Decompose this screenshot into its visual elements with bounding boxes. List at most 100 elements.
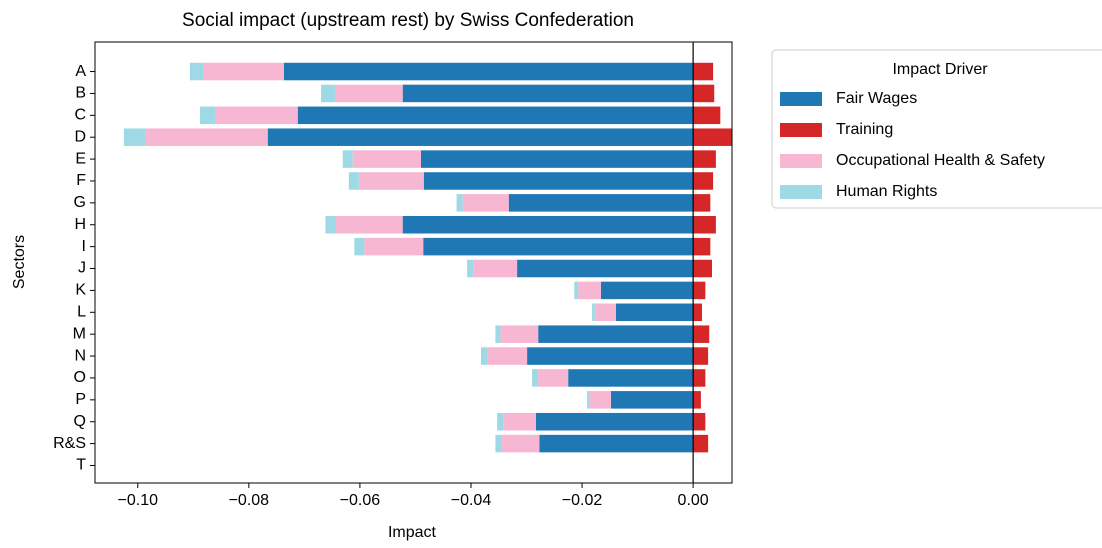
- bar: [693, 150, 716, 168]
- bar: [352, 150, 421, 168]
- bar: [500, 325, 539, 343]
- bar: [587, 391, 590, 409]
- bar: [420, 150, 694, 168]
- bar: [203, 62, 284, 81]
- bar: [358, 172, 424, 190]
- bar: [503, 412, 536, 431]
- bar: [456, 194, 463, 212]
- bar: [574, 281, 579, 300]
- y-tick-label: R&S: [53, 435, 86, 452]
- legend-label: Occupational Health & Safety: [836, 152, 1045, 169]
- bar: [693, 106, 721, 125]
- bar: [321, 84, 335, 103]
- bar: [693, 84, 715, 103]
- y-tick-label: G: [74, 194, 86, 211]
- x-tick-label: 0.00: [678, 492, 709, 509]
- bar: [693, 259, 713, 278]
- bar: [348, 172, 359, 190]
- bar: [594, 303, 616, 322]
- bar: [354, 237, 365, 256]
- bar: [267, 128, 694, 146]
- bar: [480, 347, 488, 365]
- x-tick-label: −0.02: [562, 492, 603, 509]
- bar: [592, 303, 595, 322]
- legend-label: Training: [836, 121, 893, 138]
- bar: [610, 391, 694, 409]
- y-tick-label: I: [82, 238, 86, 255]
- legend-swatch: [780, 185, 822, 199]
- bar: [402, 84, 694, 103]
- bar: [693, 391, 701, 409]
- bar: [495, 325, 501, 343]
- bar: [214, 106, 298, 125]
- bar: [334, 84, 403, 103]
- y-tick-label: K: [75, 282, 86, 299]
- y-tick-label: M: [73, 325, 86, 342]
- bar: [693, 369, 706, 387]
- bar: [600, 281, 694, 300]
- bar: [473, 259, 518, 278]
- y-tick-label: O: [74, 369, 86, 386]
- y-tick-label: H: [74, 216, 86, 233]
- x-tick-label: −0.10: [118, 492, 159, 509]
- y-tick-label: Q: [74, 413, 86, 430]
- legend-title: Impact Driver: [892, 61, 988, 78]
- bar: [325, 215, 336, 234]
- legend-swatch: [780, 123, 822, 137]
- bar: [693, 128, 732, 146]
- chart-title: Social impact (upstream rest) by Swiss C…: [182, 10, 634, 31]
- bar: [693, 325, 710, 343]
- bar: [693, 237, 711, 256]
- bar: [615, 303, 694, 322]
- bar: [568, 369, 694, 387]
- legend-swatch: [780, 92, 822, 106]
- x-axis-label: Impact: [388, 524, 437, 541]
- bar: [693, 281, 706, 300]
- bar: [123, 128, 145, 146]
- bar: [532, 369, 539, 387]
- legend-label: Fair Wages: [836, 90, 917, 107]
- bar: [189, 62, 204, 81]
- bar: [693, 412, 706, 431]
- y-tick-label: A: [75, 63, 86, 80]
- y-tick-label: F: [76, 172, 86, 189]
- bar: [693, 215, 716, 234]
- y-tick-label: T: [76, 457, 86, 474]
- bar: [589, 391, 611, 409]
- bar: [495, 434, 502, 453]
- bar: [335, 215, 403, 234]
- bar: [467, 259, 474, 278]
- bar: [423, 172, 694, 190]
- bar: [297, 106, 694, 125]
- bar: [501, 434, 540, 453]
- bar: [487, 347, 528, 365]
- bar: [283, 62, 694, 81]
- bar: [497, 412, 504, 431]
- y-tick-label: B: [75, 85, 86, 102]
- x-tick-label: −0.04: [451, 492, 492, 509]
- bar: [693, 194, 711, 212]
- bar: [517, 259, 694, 278]
- plot-frame: [94, 41, 733, 484]
- legend-swatch: [780, 154, 822, 168]
- y-tick-label: D: [74, 128, 86, 145]
- y-axis-label: Sectors: [11, 235, 28, 289]
- y-tick-label: N: [74, 347, 86, 364]
- bar: [693, 62, 714, 81]
- bar: [578, 281, 601, 300]
- bar: [693, 434, 709, 453]
- bar: [538, 325, 694, 343]
- bar: [535, 412, 694, 431]
- y-tick-label: C: [74, 107, 86, 124]
- legend-label: Human Rights: [836, 183, 937, 200]
- bar: [693, 347, 709, 365]
- bar: [402, 215, 694, 234]
- bar: [693, 172, 714, 190]
- bar: [693, 303, 703, 322]
- y-tick-label: E: [75, 150, 86, 167]
- bar: [423, 237, 694, 256]
- x-tick-label: −0.08: [229, 492, 270, 509]
- bar: [527, 347, 694, 365]
